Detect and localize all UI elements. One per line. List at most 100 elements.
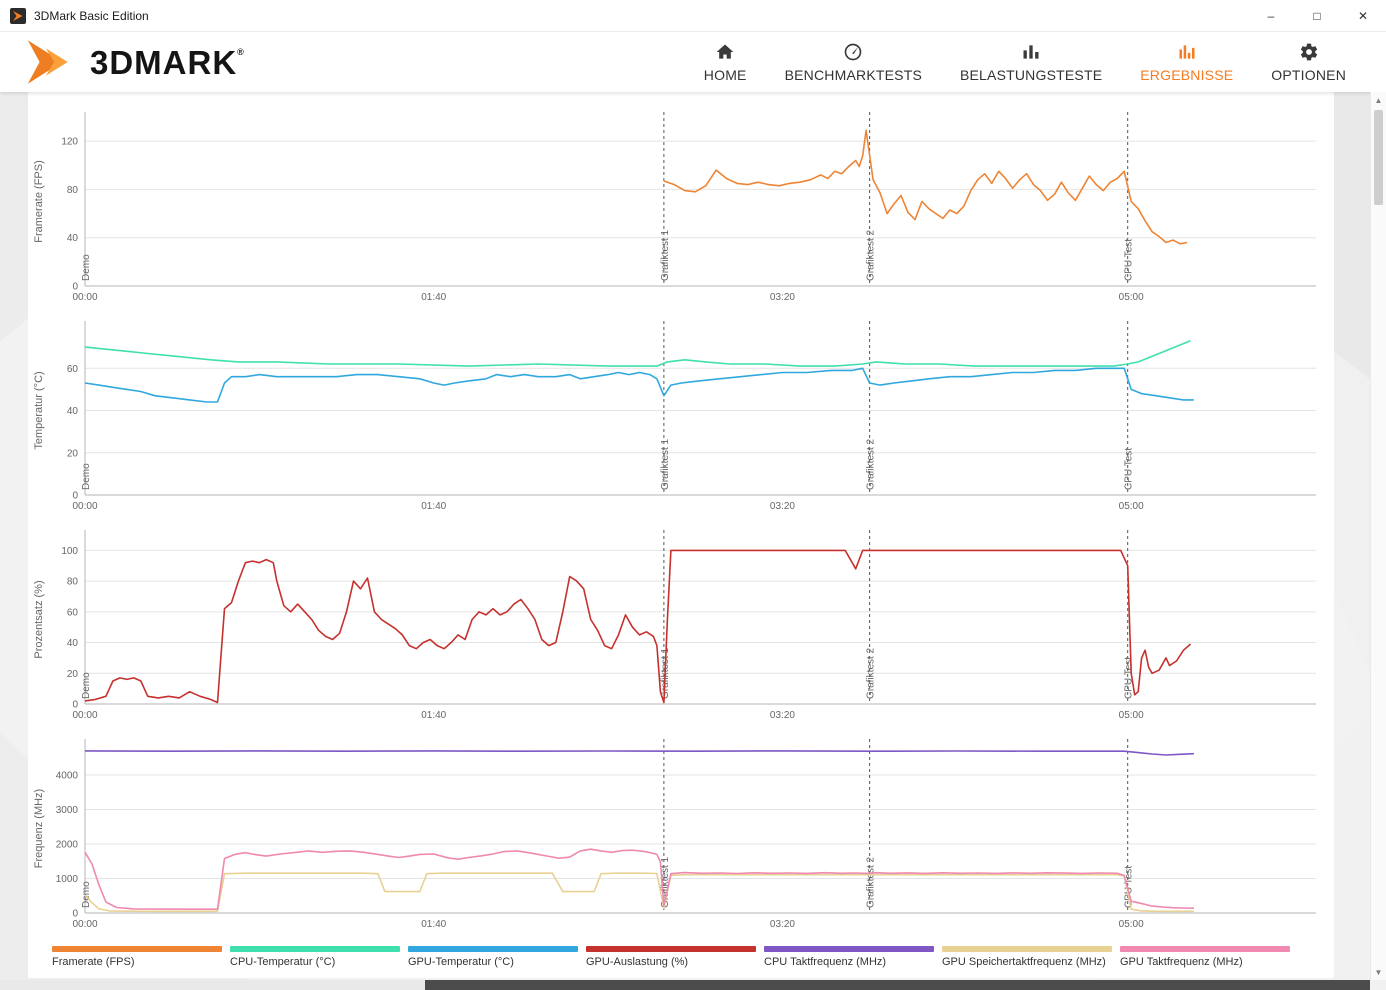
charts-container: 0 40 80 120 00:00 01:40 03:20 05:00 Demo Grafikte… — [28, 104, 1334, 940]
svg-text:00:00: 00:00 — [72, 292, 97, 303]
svg-text:05:00: 05:00 — [1119, 501, 1144, 512]
svg-text:2000: 2000 — [56, 840, 79, 851]
scroll-up-arrow-icon[interactable]: ▲ — [1374, 95, 1383, 105]
svg-text:Demo: Demo — [81, 463, 92, 490]
svg-text:00:00: 00:00 — [72, 501, 97, 512]
svg-text:Grafiktest 1: Grafiktest 1 — [660, 438, 671, 490]
svg-text:100: 100 — [61, 546, 78, 557]
legend-color-bar — [408, 946, 578, 952]
svg-text:00:00: 00:00 — [72, 710, 97, 721]
nav-benchmarktests[interactable]: BENCHMARKTESTS — [785, 42, 922, 83]
app-icon — [10, 7, 26, 24]
svg-text:3000: 3000 — [56, 805, 79, 816]
bars-icon — [1021, 42, 1041, 62]
chart-legend: Framerate (FPS) CPU-Temperatur (°C) GPU-Te… — [28, 940, 1334, 968]
3dmark-logo: 3DMARK® — [26, 40, 245, 84]
svg-text:4000: 4000 — [56, 771, 79, 782]
legend-item-cpu-temperatur-c: CPU-Temperatur (°C) — [230, 946, 400, 968]
minimize-button[interactable]: – — [1267, 8, 1275, 23]
legend-item-framerate-fps: Framerate (FPS) — [52, 946, 222, 968]
svg-text:20: 20 — [67, 448, 79, 459]
legend-color-bar — [764, 946, 934, 952]
svg-text:00:00: 00:00 — [72, 919, 97, 930]
nav-belastungsteste[interactable]: BELASTUNGSTESTE — [960, 42, 1102, 83]
3dmark-logo-icon — [27, 40, 68, 84]
svg-text:Grafiktest 2: Grafiktest 2 — [866, 647, 877, 699]
svg-text:0: 0 — [72, 909, 78, 920]
svg-text:Grafiktest 2: Grafiktest 2 — [866, 229, 877, 281]
svg-text:60: 60 — [67, 364, 79, 375]
horizontal-scrollbar[interactable] — [0, 980, 1370, 990]
legend-item-gpu-auslastung: GPU-Auslastung (%) — [586, 946, 756, 968]
registered-mark: ® — [237, 46, 245, 57]
window-controls: – □ ✕ — [1248, 0, 1386, 31]
svg-text:40: 40 — [67, 638, 79, 649]
svg-text:20: 20 — [67, 669, 79, 680]
svg-text:Demo: Demo — [81, 672, 92, 699]
svg-text:Temperatur (°C): Temperatur (°C) — [33, 371, 45, 449]
svg-text:0: 0 — [72, 700, 78, 711]
nav-label: BENCHMARKTESTS — [784, 66, 922, 83]
legend-item-cpu-taktfrequenz-mhz: CPU Taktfrequenz (MHz) — [764, 946, 934, 968]
svg-text:40: 40 — [67, 233, 79, 244]
results-icon — [1177, 42, 1197, 62]
content-area: 0 40 80 120 00:00 01:40 03:20 05:00 Demo Grafikte… — [0, 92, 1386, 990]
svg-text:CPU Test: CPU Test — [1124, 448, 1135, 490]
gear-icon — [1299, 42, 1319, 62]
svg-text:01:40: 01:40 — [421, 919, 446, 930]
chart-canvas-framerate-fps: 0 40 80 120 00:00 01:40 03:20 05:00 Demo Grafikte… — [33, 112, 1316, 303]
legend-label: Framerate (FPS) — [52, 956, 135, 968]
legend-color-bar — [1120, 946, 1290, 952]
main-nav: HOME BENCHMARKTESTS BELASTUNGSTESTE ERGEBNI… — [704, 42, 1346, 83]
svg-text:Frequenz (MHz): Frequenz (MHz) — [33, 789, 45, 868]
chart-canvas-temperatur-c: 0 20 40 60 00:00 01:40 03:20 05:00 Demo Grafiktes… — [33, 321, 1316, 512]
legend-color-bar — [586, 946, 756, 952]
maximize-button[interactable]: □ — [1313, 8, 1321, 23]
chart-prozentsatz: 0 20 40 60 80 100 00:00 01:40 03:20 05:00 Demo Graf… — [28, 522, 1334, 731]
svg-text:Grafiktest 1: Grafiktest 1 — [660, 856, 671, 908]
logo-text: 3DMARK® — [90, 43, 245, 81]
legend-label: GPU Speichertaktfrequenz (MHz) — [942, 956, 1106, 968]
nav-label: OPTIONEN — [1271, 66, 1346, 83]
window-title: 3DMark Basic Edition — [34, 8, 149, 23]
svg-text:CPU Test: CPU Test — [1124, 239, 1135, 281]
vertical-scrollbar[interactable]: ▲ ▼ — [1370, 92, 1386, 980]
legend-color-bar — [230, 946, 400, 952]
titlebar: 3DMark Basic Edition – □ ✕ — [0, 0, 1386, 32]
nav-optionen[interactable]: OPTIONEN — [1271, 42, 1346, 83]
svg-text:01:40: 01:40 — [421, 501, 446, 512]
svg-text:60: 60 — [67, 607, 79, 618]
chart-temperatur-c: 0 20 40 60 00:00 01:40 03:20 05:00 Demo Grafiktes… — [28, 313, 1334, 522]
svg-text:01:40: 01:40 — [421, 292, 446, 303]
svg-text:80: 80 — [67, 185, 79, 196]
nav-ergebnisse[interactable]: ERGEBNISSE — [1140, 42, 1233, 83]
svg-text:Demo: Demo — [81, 254, 92, 281]
svg-text:01:40: 01:40 — [421, 710, 446, 721]
nav-home[interactable]: HOME — [704, 42, 747, 83]
nav-label: BELASTUNGSTESTE — [959, 66, 1103, 83]
legend-item-gpu-speichertaktfrequenz-mhz: GPU Speichertaktfrequenz (MHz) — [942, 946, 1112, 968]
svg-text:03:20: 03:20 — [770, 292, 795, 303]
svg-text:Framerate (FPS): Framerate (FPS) — [33, 160, 45, 243]
chart-framerate-fps: 0 40 80 120 00:00 01:40 03:20 05:00 Demo Grafikte… — [28, 104, 1334, 313]
svg-text:CPU Test: CPU Test — [1124, 657, 1135, 699]
gauge-icon — [843, 42, 863, 62]
horizontal-scrollbar-thumb[interactable] — [424, 980, 1370, 990]
svg-text:Grafiktest 2: Grafiktest 2 — [866, 438, 877, 490]
svg-text:0: 0 — [72, 282, 78, 293]
vertical-scrollbar-thumb[interactable] — [1374, 110, 1383, 205]
svg-text:Prozentsatz (%): Prozentsatz (%) — [33, 580, 45, 658]
legend-label: GPU-Temperatur (°C) — [408, 956, 514, 968]
close-button[interactable]: ✕ — [1357, 8, 1369, 23]
svg-text:120: 120 — [61, 137, 78, 148]
svg-text:05:00: 05:00 — [1119, 710, 1144, 721]
home-icon — [715, 42, 735, 62]
app-header: 3DMARK® HOME BENCHMARKTESTS BELASTUNGSTEST… — [0, 32, 1386, 92]
chart-frequenz-mhz: 0 1000 2000 3000 4000 00:00 01:40 03:20 05:00 Dem… — [28, 731, 1334, 940]
svg-text:0: 0 — [72, 491, 78, 502]
scroll-down-arrow-icon[interactable]: ▼ — [1374, 967, 1383, 977]
legend-item-gpu-temperatur-c: GPU-Temperatur (°C) — [408, 946, 578, 968]
svg-text:Demo: Demo — [81, 881, 92, 908]
legend-label: GPU-Auslastung (%) — [586, 956, 689, 968]
svg-text:40: 40 — [67, 406, 79, 417]
